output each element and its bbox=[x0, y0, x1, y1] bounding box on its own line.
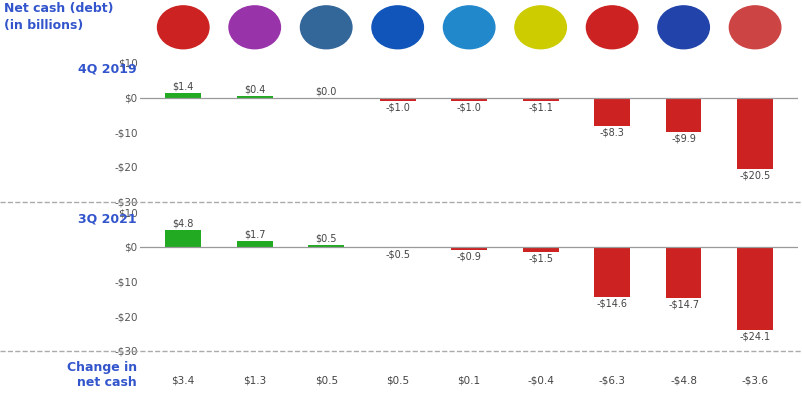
Text: (in billions): (in billions) bbox=[4, 19, 83, 32]
Text: $3.4: $3.4 bbox=[172, 376, 195, 386]
Bar bbox=[666, 247, 702, 298]
Ellipse shape bbox=[658, 6, 709, 49]
Text: $0.5: $0.5 bbox=[315, 234, 337, 244]
Ellipse shape bbox=[157, 6, 209, 49]
Ellipse shape bbox=[729, 6, 781, 49]
Bar bbox=[594, 97, 630, 126]
Bar bbox=[523, 247, 558, 252]
Text: -$1.0: -$1.0 bbox=[456, 102, 482, 113]
Text: 3Q 2021: 3Q 2021 bbox=[79, 212, 137, 225]
Bar bbox=[165, 230, 201, 247]
Ellipse shape bbox=[301, 6, 352, 49]
Ellipse shape bbox=[372, 6, 423, 49]
Ellipse shape bbox=[586, 6, 638, 49]
Text: $1.4: $1.4 bbox=[172, 81, 194, 91]
Bar bbox=[237, 96, 273, 97]
Text: -$14.7: -$14.7 bbox=[668, 299, 699, 309]
Text: 4Q 2019: 4Q 2019 bbox=[79, 63, 137, 76]
Text: -$6.3: -$6.3 bbox=[598, 376, 626, 386]
Text: $1.3: $1.3 bbox=[243, 376, 266, 386]
Text: -$3.6: -$3.6 bbox=[742, 376, 768, 386]
Text: -$24.1: -$24.1 bbox=[739, 332, 771, 341]
Text: $0.0: $0.0 bbox=[315, 86, 337, 96]
Bar bbox=[523, 97, 558, 101]
Text: -$9.9: -$9.9 bbox=[671, 133, 696, 143]
Bar bbox=[594, 247, 630, 297]
Text: -$1.0: -$1.0 bbox=[385, 102, 410, 113]
Text: -$0.5: -$0.5 bbox=[385, 250, 410, 260]
Bar bbox=[380, 97, 415, 101]
Text: $0.5: $0.5 bbox=[386, 376, 409, 386]
Text: $0.1: $0.1 bbox=[458, 376, 480, 386]
Text: Change in
net cash: Change in net cash bbox=[67, 361, 137, 389]
Text: -$4.8: -$4.8 bbox=[670, 376, 697, 386]
Text: -$14.6: -$14.6 bbox=[597, 299, 628, 309]
Text: -$1.5: -$1.5 bbox=[529, 253, 553, 263]
Text: $0.4: $0.4 bbox=[244, 85, 265, 95]
Bar bbox=[237, 241, 273, 247]
Ellipse shape bbox=[444, 6, 495, 49]
Bar bbox=[308, 245, 344, 247]
Bar bbox=[737, 97, 773, 169]
Bar bbox=[452, 97, 487, 101]
Ellipse shape bbox=[229, 6, 281, 49]
Text: -$0.9: -$0.9 bbox=[456, 251, 482, 261]
Text: $0.5: $0.5 bbox=[314, 376, 338, 386]
Text: $1.7: $1.7 bbox=[244, 229, 265, 239]
Text: $4.8: $4.8 bbox=[172, 219, 194, 228]
Text: -$0.4: -$0.4 bbox=[527, 376, 554, 386]
Ellipse shape bbox=[515, 6, 566, 49]
Bar bbox=[737, 247, 773, 330]
Bar bbox=[380, 247, 415, 248]
Text: -$20.5: -$20.5 bbox=[739, 170, 771, 180]
Text: Net cash (debt): Net cash (debt) bbox=[4, 2, 114, 15]
Bar bbox=[165, 93, 201, 97]
Text: -$8.3: -$8.3 bbox=[600, 128, 625, 138]
Bar bbox=[666, 97, 702, 132]
Text: -$1.1: -$1.1 bbox=[529, 103, 553, 113]
Bar bbox=[452, 247, 487, 250]
